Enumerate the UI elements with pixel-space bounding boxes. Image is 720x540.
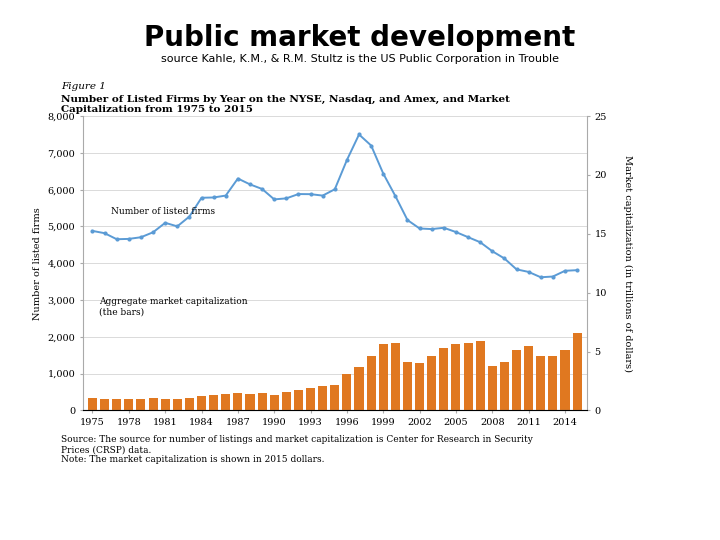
Bar — [112, 399, 121, 410]
Y-axis label: Number of listed firms: Number of listed firms — [33, 207, 42, 320]
Bar — [330, 384, 339, 410]
Bar — [512, 350, 521, 410]
Bar — [572, 333, 582, 410]
Text: Public market development: Public market development — [145, 24, 575, 52]
Bar — [391, 343, 400, 410]
Bar — [476, 341, 485, 410]
Bar — [294, 390, 303, 410]
Bar — [246, 394, 255, 410]
Bar — [185, 398, 194, 410]
Bar — [487, 366, 497, 410]
Bar — [427, 356, 436, 410]
Text: source Kahle, K.M., & R.M. Stultz is the US Public Corporation in Trouble: source Kahle, K.M., & R.M. Stultz is the… — [161, 54, 559, 64]
Bar — [560, 350, 570, 410]
Y-axis label: Market capitalization (in trillions of dollars): Market capitalization (in trillions of d… — [624, 155, 633, 372]
Bar — [100, 399, 109, 410]
Bar — [306, 388, 315, 410]
Text: Source: The source for number of listings and market capitalization is Center fo: Source: The source for number of listing… — [61, 435, 533, 464]
Bar — [197, 396, 206, 410]
Text: Number of Listed Firms by Year on the NYSE, Nasdaq, and Amex, and Market: Number of Listed Firms by Year on the NY… — [61, 94, 510, 104]
Text: Number of listed firms: Number of listed firms — [111, 207, 215, 215]
Bar — [403, 362, 412, 410]
Bar — [88, 398, 97, 410]
Bar — [464, 343, 472, 410]
Bar — [379, 345, 388, 410]
Bar — [136, 399, 145, 410]
Bar — [221, 394, 230, 410]
Text: Capitalization from 1975 to 2015: Capitalization from 1975 to 2015 — [61, 105, 253, 114]
Bar — [173, 399, 182, 410]
Bar — [318, 386, 327, 410]
Bar — [524, 346, 534, 410]
Bar — [536, 356, 545, 410]
Text: Figure 1: Figure 1 — [61, 82, 106, 91]
Bar — [354, 367, 364, 410]
Bar — [366, 356, 376, 410]
Bar — [270, 395, 279, 410]
Bar — [549, 356, 557, 410]
Bar — [415, 363, 424, 410]
Bar — [282, 392, 291, 410]
Bar — [258, 393, 266, 410]
Bar — [500, 362, 509, 410]
Bar — [125, 399, 133, 410]
Bar — [161, 399, 170, 410]
Bar — [209, 395, 218, 410]
Text: Aggregate market capitalization
(the bars): Aggregate market capitalization (the bar… — [99, 298, 247, 317]
Bar — [439, 348, 449, 410]
Bar — [451, 345, 461, 410]
Bar — [233, 393, 243, 410]
Bar — [148, 399, 158, 410]
Bar — [343, 375, 351, 410]
